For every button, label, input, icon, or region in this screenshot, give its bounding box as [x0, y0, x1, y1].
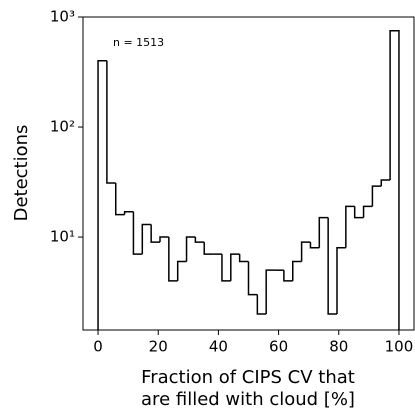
histogram-bin — [176, 260, 187, 281]
histogram-bin — [309, 242, 320, 249]
histogram-bin — [327, 217, 337, 315]
histogram-bin — [353, 206, 364, 219]
histogram-bin — [230, 253, 240, 281]
histogram-bin — [380, 179, 391, 187]
histogram-bin — [238, 254, 249, 263]
x-tick-label: 80 — [329, 338, 348, 356]
histogram-bin — [345, 205, 355, 248]
histogram-bin — [168, 237, 178, 282]
histogram-bin — [185, 236, 196, 262]
histogram-bin — [159, 236, 169, 243]
histogram-bin — [318, 216, 329, 248]
y-tick-label: 10² — [50, 118, 75, 136]
x-tick-label: 100 — [385, 338, 414, 356]
histogram-bin — [256, 294, 267, 315]
histogram-bin — [132, 211, 143, 255]
plot-frame — [82, 16, 415, 331]
histogram-bin — [203, 242, 214, 255]
y-axis-label: Detections — [11, 125, 32, 222]
histogram-bin — [123, 210, 134, 215]
histogram-bin — [300, 241, 311, 262]
y-tick-label: 10³ — [50, 8, 75, 26]
histogram-bin — [150, 224, 161, 243]
x-tick-label: 20 — [149, 338, 168, 356]
x-axis-label: are filled with cloud [%] — [141, 389, 355, 410]
y-tick-label: 10¹ — [50, 228, 75, 246]
histogram-bin — [141, 223, 152, 255]
histogram-bin — [247, 261, 258, 296]
x-tick-label: 40 — [209, 338, 228, 356]
histogram-bin — [292, 260, 302, 281]
annotation: n = 1513 — [113, 36, 164, 49]
histogram-bin — [389, 29, 400, 330]
histogram-bin — [97, 60, 107, 330]
histogram-bin — [221, 254, 231, 282]
histogram-bin — [265, 269, 276, 314]
histogram-bin — [362, 205, 373, 218]
histogram-bin — [371, 185, 382, 207]
histogram-bin — [194, 237, 205, 243]
x-tick-label: 0 — [93, 338, 103, 356]
histogram-bin — [336, 246, 346, 314]
histogram-bin — [114, 182, 125, 216]
x-tick-label: 60 — [269, 338, 288, 356]
x-axis-label: Fraction of CIPS CV that — [141, 367, 355, 388]
histogram-bin — [283, 270, 293, 282]
histogram-bin — [106, 60, 116, 184]
